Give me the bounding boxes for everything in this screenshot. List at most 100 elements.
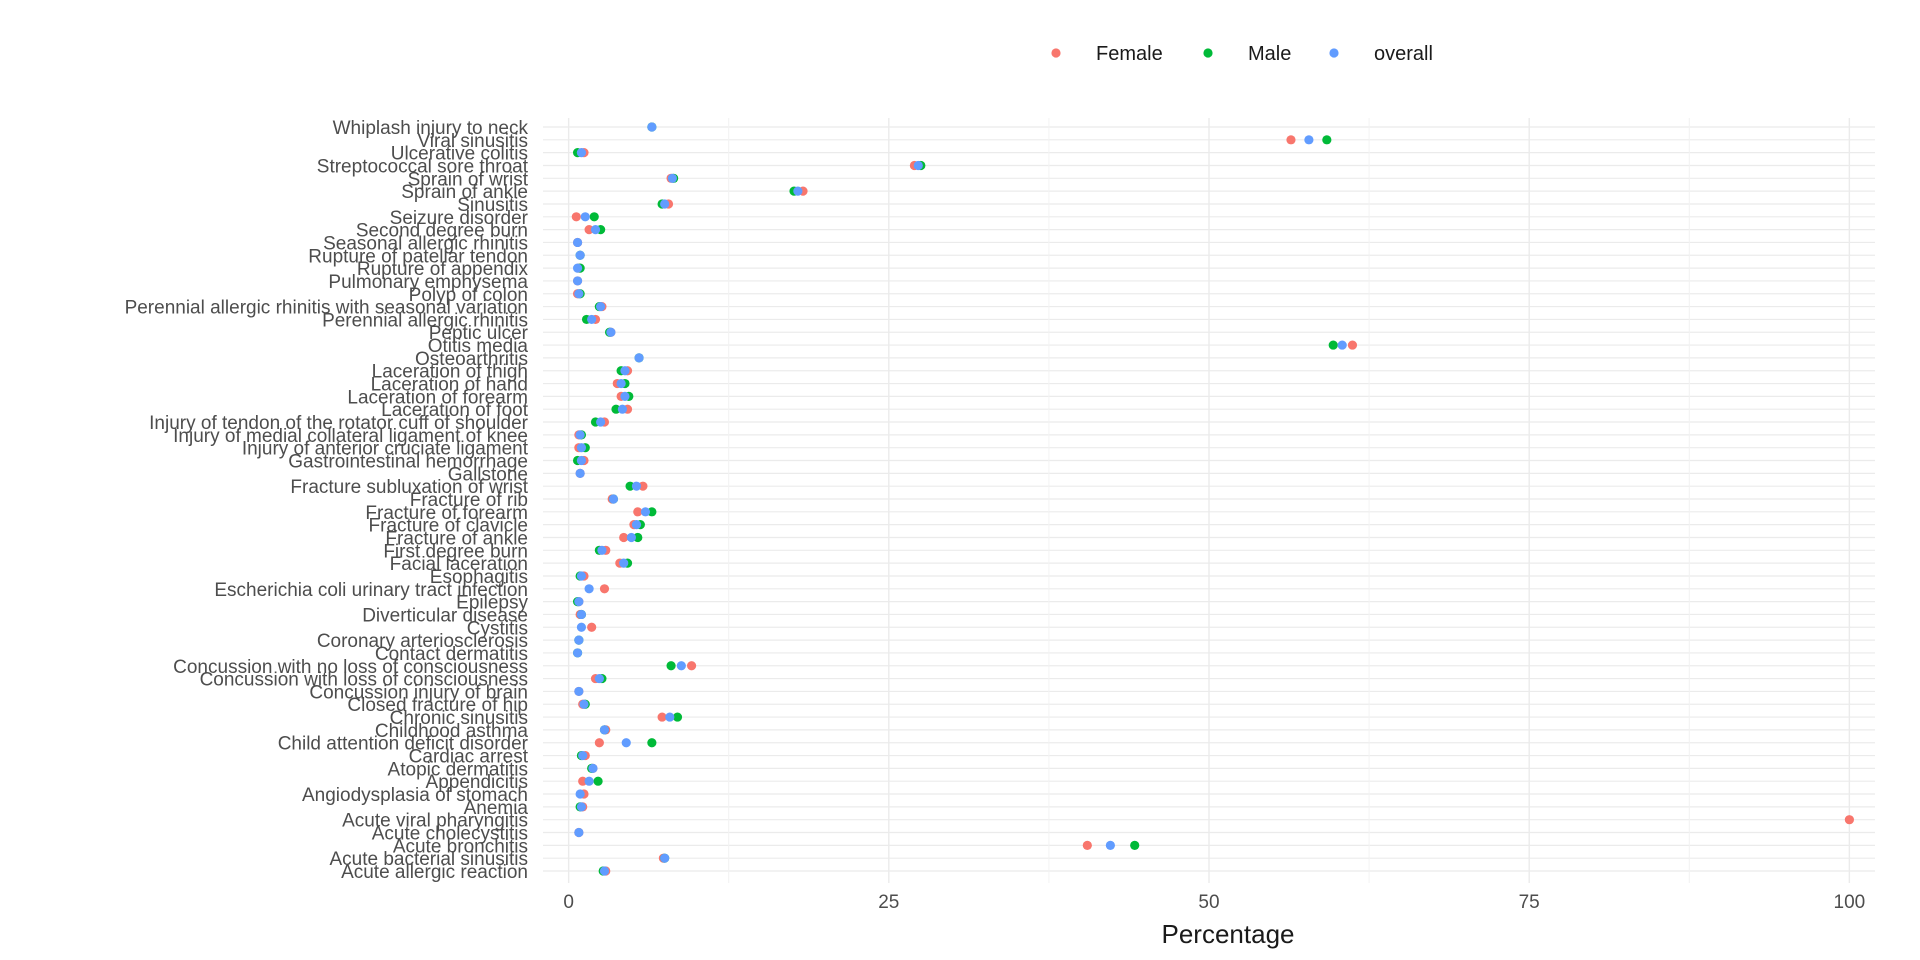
point-male [1328, 340, 1338, 350]
point-overall [575, 789, 585, 799]
y-tick-label: Rupture of appendix [357, 259, 529, 280]
point-overall [584, 584, 594, 594]
point-overall [576, 571, 587, 581]
point-overall [665, 712, 675, 722]
point-overall [576, 455, 587, 466]
y-tick-label: Epilepsy [456, 593, 528, 614]
point-overall [580, 212, 590, 222]
legend-key-female [1051, 48, 1061, 58]
data-points [571, 122, 1854, 876]
point-overall [574, 597, 584, 607]
point-overall [793, 186, 803, 196]
y-tick-label: Fracture of forearm [365, 503, 528, 524]
point-overall [574, 827, 584, 838]
point-overall [660, 199, 670, 209]
point-overall [608, 494, 619, 504]
y-tick-label: Acute viral pharyngitis [342, 811, 528, 832]
point-overall [574, 635, 584, 645]
y-tick-label: Acute bronchitis [393, 836, 528, 857]
point-overall [575, 468, 585, 478]
y-tick-label: Perennial allergic rhinitis with seasona… [125, 298, 528, 319]
y-tick-label: Cardiac arrest [409, 747, 529, 768]
x-tick-label: 50 [1198, 892, 1219, 913]
y-tick-label: Acute bacterial sinusitis [329, 849, 528, 870]
point-overall [576, 802, 587, 812]
y-tick-label: Osteoarthritis [415, 349, 528, 370]
point-overall [578, 750, 588, 761]
y-tick-label: Perennial allergic rhinitis [322, 310, 528, 331]
y-tick-label: Contact dermatitis [375, 644, 528, 665]
y-tick-label: Closed fracture of hip [347, 695, 528, 716]
point-overall [599, 725, 610, 735]
grid [543, 118, 1875, 883]
point-overall [572, 237, 583, 248]
y-tick-label: Anemia [464, 798, 529, 819]
point-overall [579, 699, 589, 709]
y-tick-label: Atopic dermatitis [388, 759, 528, 780]
y-tick-label: Pulmonary emphysema [328, 272, 528, 293]
y-tick-label: Seizure disorder [390, 208, 529, 229]
point-male [625, 481, 635, 491]
point-overall [587, 314, 597, 325]
y-tick-label: First degree burn [383, 541, 528, 562]
y-tick-label: Angiodysplasia of stomach [302, 785, 528, 806]
y-tick-label: Gastrointestinal hemorrhage [288, 452, 528, 473]
y-tick-label: Cystitis [467, 618, 528, 639]
point-female [1082, 840, 1092, 850]
point-overall [647, 122, 657, 132]
point-overall [1105, 840, 1115, 850]
point-overall [913, 160, 923, 171]
point-overall [588, 763, 598, 773]
point-overall [640, 507, 651, 517]
point-overall [626, 532, 636, 543]
point-overall [590, 225, 601, 235]
y-tick-label: Coronary arteriosclerosis [317, 631, 528, 652]
y-tick-label: Concussion with no loss of consciousness [173, 657, 528, 678]
point-overall [660, 853, 670, 863]
y-tick-label: Rupture of patellar tendon [308, 246, 528, 267]
y-tick-label: Fracture of rib [410, 490, 528, 511]
y-tick-label: Ulcerative colitis [391, 144, 528, 165]
y-tick-label: Facial laceration [390, 554, 528, 575]
point-overall [617, 404, 628, 414]
y-tick-label: Acute cholecystitis [372, 824, 528, 845]
legend-label-female: Female [1096, 43, 1163, 65]
y-tick-label: Streptococcal sore throat [317, 156, 529, 177]
point-overall [576, 609, 587, 620]
x-tick-label: 75 [1519, 892, 1540, 913]
point-female [657, 712, 667, 722]
point-overall [594, 673, 604, 684]
legend-key-overall [1329, 48, 1339, 58]
point-overall [619, 558, 629, 568]
y-tick-label: Seasonal allergic rhinitis [323, 233, 528, 254]
legend-key-male [1203, 48, 1213, 58]
point-overall [584, 776, 594, 786]
point-male [633, 532, 643, 543]
x-axis-title: Percentage [1162, 919, 1295, 949]
y-tick-label: Sprain of wrist [408, 169, 529, 190]
y-tick-label: Sinusitis [457, 195, 528, 216]
point-male [647, 738, 657, 748]
y-tick-label: Fracture of ankle [385, 528, 528, 549]
point-overall [574, 686, 584, 697]
point-female [686, 661, 697, 671]
y-tick-label: Diverticular disease [362, 605, 528, 626]
point-female [1844, 815, 1854, 825]
legend: Female Male overall [1051, 43, 1433, 65]
y-tick-label: Whiplash injury to neck [333, 118, 529, 139]
y-tick-label: Chronic sinusitis [390, 708, 528, 729]
point-male [666, 661, 676, 671]
point-male [1130, 840, 1140, 850]
point-overall [676, 661, 686, 671]
point-overall [596, 417, 606, 427]
point-overall [572, 648, 583, 658]
point-overall [616, 378, 626, 389]
y-tick-label: Second degree burn [356, 221, 528, 242]
legend-label-male: Male [1248, 43, 1291, 65]
y-tick-label: Sprain of ankle [401, 182, 528, 203]
point-female [619, 532, 629, 543]
y-tick-label: Laceration of hand [371, 375, 528, 396]
point-male [672, 712, 683, 722]
